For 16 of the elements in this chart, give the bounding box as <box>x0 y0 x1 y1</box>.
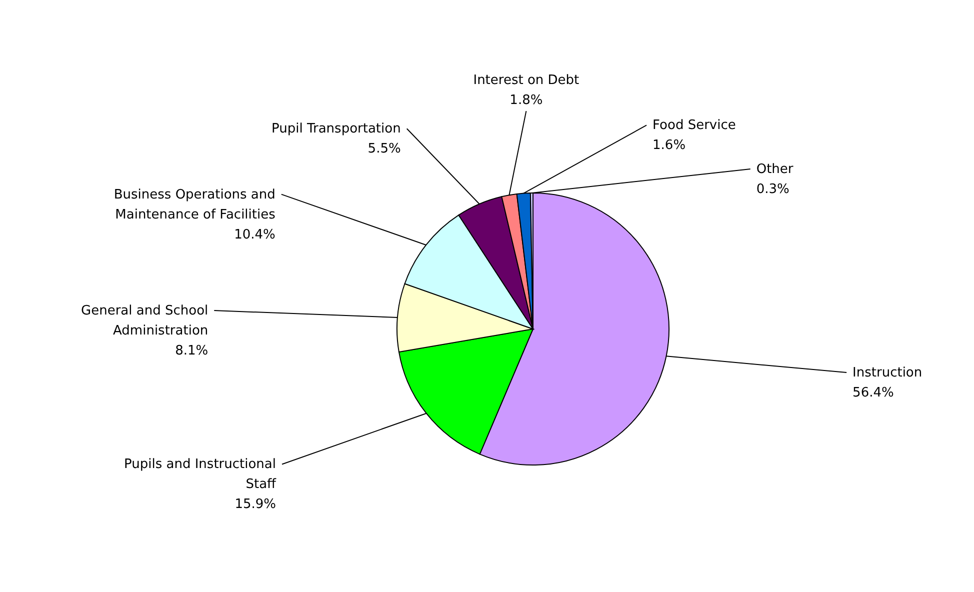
slice-label: Business Operations and Maintenance of Facilities <box>114 187 276 222</box>
data-label: 1.8% <box>510 93 543 108</box>
data-label: 10.4% <box>234 227 276 242</box>
data-label: 1.6% <box>652 138 686 154</box>
data-label: 0.3% <box>756 182 790 197</box>
slice-label: Food Service <box>652 118 736 134</box>
data-label: 56.4% <box>852 386 894 401</box>
data-label: 5.5% <box>368 142 401 157</box>
slice-label: Pupils and Instructional Staff <box>124 457 278 492</box>
slice-label: General and School Administration <box>81 304 208 339</box>
slice-label: Interest on Debt <box>473 73 580 88</box>
data-label: 8.1% <box>175 344 208 359</box>
data-label: 15.9% <box>234 497 276 512</box>
slice-label: Other <box>756 162 794 177</box>
slice-label: Instruction <box>852 366 922 381</box>
slice-label: Pupil Transportation <box>272 122 401 137</box>
